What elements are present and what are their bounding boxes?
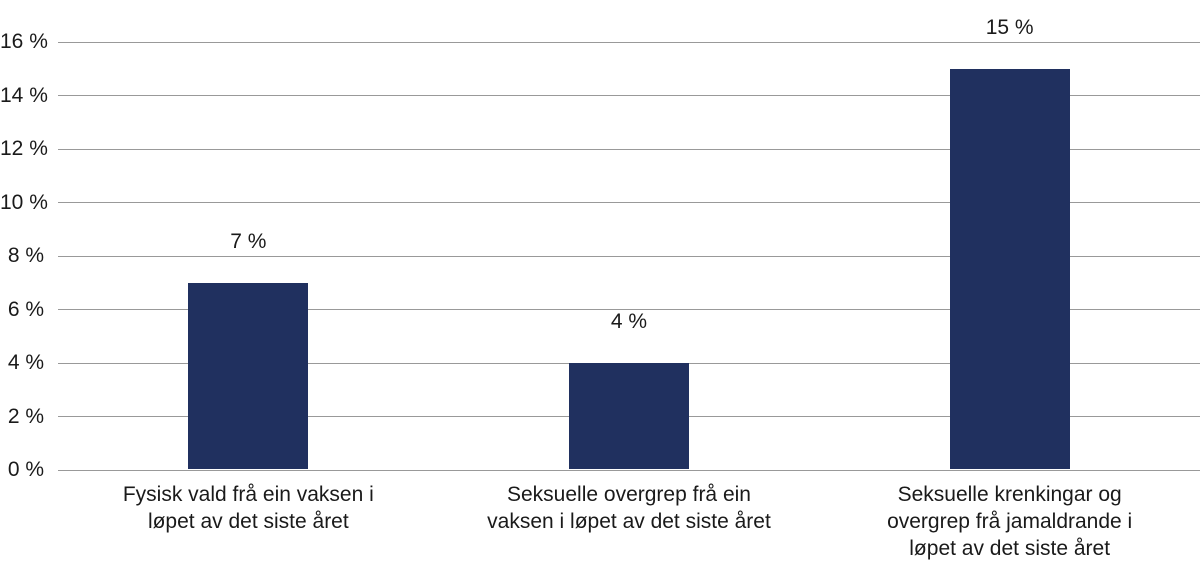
x-axis-category-label: Fysisk vald frå ein vaksen i løpet av det… [68, 481, 428, 535]
x-axis-category-label-line: løpet av det siste året [147, 510, 349, 533]
gridline [58, 95, 1200, 96]
bar-value-label: 7 % [230, 229, 267, 253]
y-axis-tick-label: 2 % [7, 404, 44, 428]
bar-value-label: 4 % [610, 310, 648, 333]
x-axis-category-label: Seksuelle overgrep frå ein vaksen i løpet… [449, 481, 809, 535]
y-axis-tick-label: 4 % [7, 351, 44, 374]
bar-value-label: 15 % [985, 15, 1034, 39]
x-axis-category-label-line: vaksen i løpet av det siste året [487, 510, 771, 533]
x-axis-category-label-line: løpet av det siste året [909, 537, 1111, 560]
gridline [58, 255, 1200, 257]
gridline [58, 148, 1200, 150]
gridline [58, 41, 1200, 43]
gridline [58, 469, 1200, 471]
y-axis-tick-label: 8 % [7, 244, 44, 267]
x-axis-category-label: Seksuelle krenkingar og overgrep frå jama… [830, 481, 1190, 562]
y-axis-tick-label: 14 % [0, 83, 48, 107]
gridline [58, 309, 1200, 310]
y-axis-tick-label: 6 % [7, 297, 44, 321]
bar [949, 68, 1070, 469]
bar [188, 282, 309, 469]
x-axis-category-label-line: Seksuelle krenkingar og [897, 483, 1122, 506]
gridline [58, 202, 1200, 203]
y-axis-tick-label: 12 % [0, 137, 48, 160]
y-axis-tick-label: 16 % [0, 30, 48, 53]
y-axis-tick-label: 10 % [0, 190, 48, 214]
x-axis-category-label-line: Seksuelle overgrep frå ein [507, 483, 751, 506]
bar [569, 363, 689, 469]
x-axis-category-label-line: Fysisk vald frå ein vaksen i [122, 483, 374, 506]
x-axis-category-label-line: overgrep frå jamaldrande i [887, 510, 1133, 533]
y-axis-tick-label: 0 % [7, 458, 44, 481]
